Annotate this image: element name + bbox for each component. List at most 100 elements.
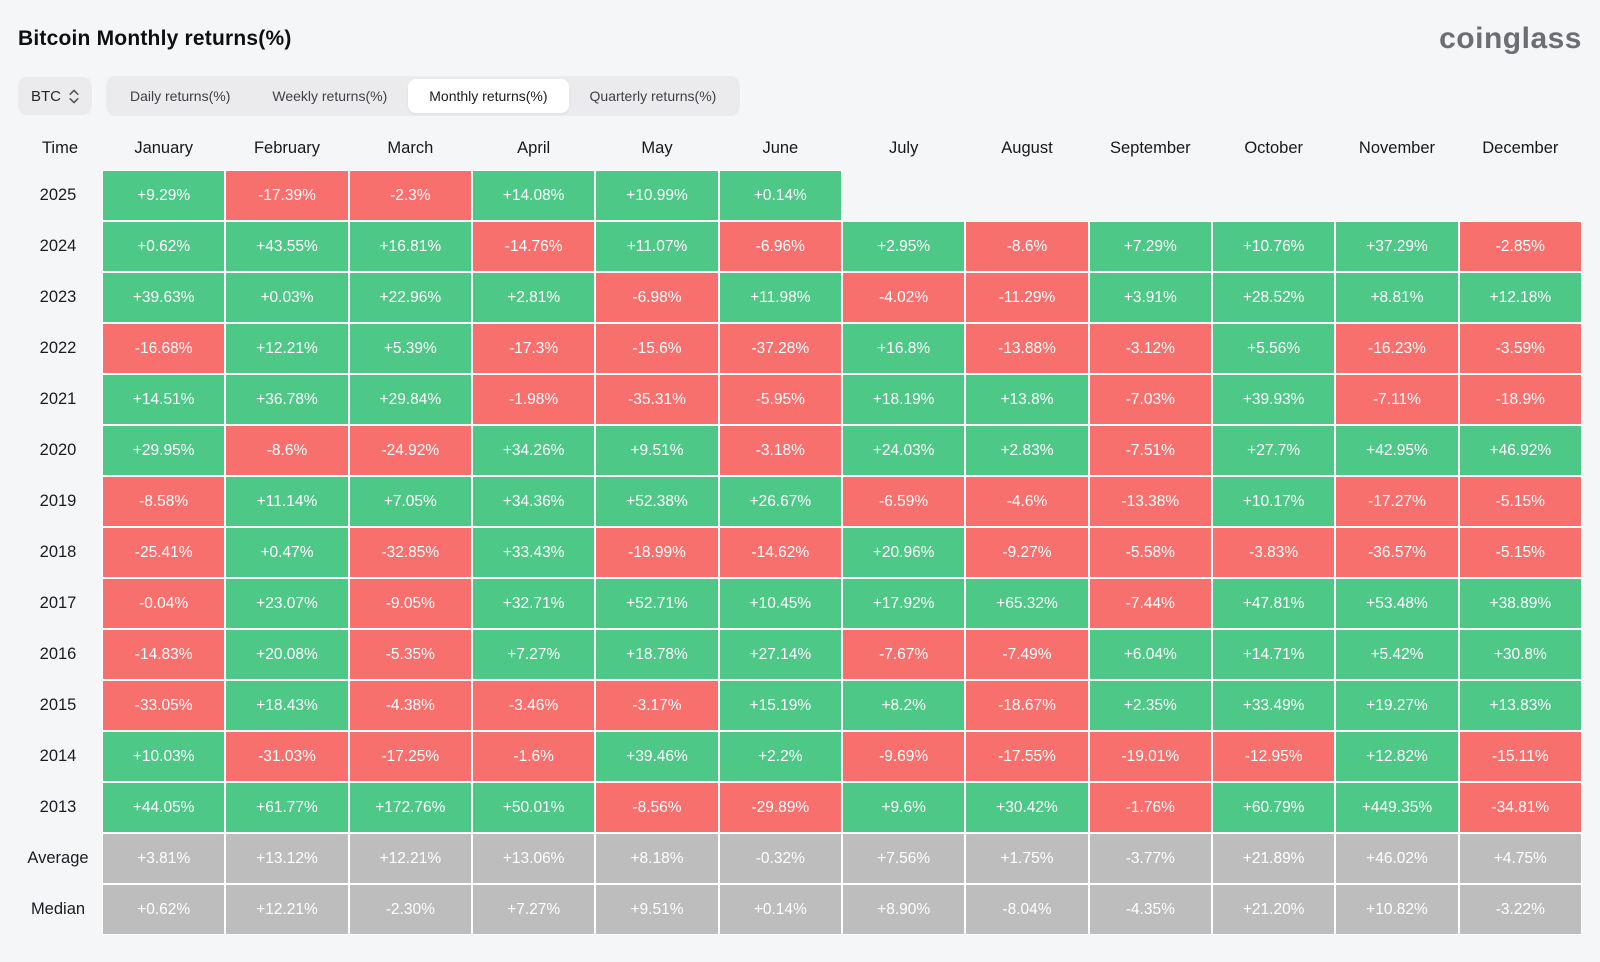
return-cell: -34.81% bbox=[1458, 782, 1582, 833]
table-row-median: Median +0.62% +12.21% -2.30% +7.27% +9.51% +0.… bbox=[18, 884, 1582, 935]
return-cell: +13.12% bbox=[225, 833, 349, 884]
column-header-march: March bbox=[387, 138, 434, 157]
coin-select-value: BTC bbox=[31, 87, 61, 105]
table-row-2018: 2018 -25.41% +0.47% -32.85% +33.43% -18.99% -1… bbox=[18, 527, 1582, 578]
return-cell: +47.81% bbox=[1212, 578, 1336, 629]
page-title: Bitcoin Monthly returns(%) bbox=[18, 27, 292, 50]
return-cell: -18.99% bbox=[595, 527, 719, 578]
column-header-february: February bbox=[253, 138, 320, 157]
tab-daily[interactable]: Daily returns(%) bbox=[109, 79, 251, 113]
tab-weekly[interactable]: Weekly returns(%) bbox=[251, 79, 408, 113]
coin-select[interactable]: BTC bbox=[18, 77, 92, 115]
return-cell: +61.77% bbox=[225, 782, 349, 833]
return-cell: +6.04% bbox=[1088, 629, 1212, 680]
return-cell bbox=[1089, 170, 1212, 221]
column-header-november: November bbox=[1358, 138, 1436, 157]
column-header-may: May bbox=[641, 138, 673, 157]
return-cell: +46.02% bbox=[1335, 833, 1459, 884]
return-cell: -1.98% bbox=[472, 374, 596, 425]
return-cell: -37.28% bbox=[718, 323, 842, 374]
return-cell: +10.76% bbox=[1212, 221, 1336, 272]
return-cell: +46.92% bbox=[1458, 425, 1582, 476]
row-label: 2020 bbox=[39, 441, 77, 459]
return-cell: +7.27% bbox=[472, 629, 596, 680]
return-cell: +29.84% bbox=[348, 374, 472, 425]
return-cell: -3.77% bbox=[1088, 833, 1212, 884]
return-cell: +0.14% bbox=[718, 884, 842, 935]
return-cell: +10.99% bbox=[595, 170, 719, 221]
return-cell: +39.63% bbox=[102, 272, 226, 323]
page: Bitcoin Monthly returns(%) coinglass BTC… bbox=[18, 22, 1582, 935]
return-cell: +12.18% bbox=[1458, 272, 1582, 323]
return-cell: +50.01% bbox=[472, 782, 596, 833]
return-cell: -7.49% bbox=[965, 629, 1089, 680]
row-label: 2015 bbox=[39, 696, 77, 714]
return-cell: +14.51% bbox=[102, 374, 226, 425]
return-cell: -3.22% bbox=[1458, 884, 1582, 935]
column-header-october: October bbox=[1244, 138, 1304, 157]
return-cell: -3.59% bbox=[1458, 323, 1582, 374]
return-cell: +37.29% bbox=[1335, 221, 1459, 272]
return-cell: -3.17% bbox=[595, 680, 719, 731]
row-label: Average bbox=[27, 849, 89, 867]
return-cell: -17.39% bbox=[225, 170, 349, 221]
return-cell: +34.36% bbox=[472, 476, 596, 527]
return-cell: +16.81% bbox=[348, 221, 472, 272]
return-cell: -6.98% bbox=[595, 272, 719, 323]
return-cell: +9.51% bbox=[595, 884, 719, 935]
return-cell: -6.59% bbox=[842, 476, 966, 527]
return-cell: +15.19% bbox=[718, 680, 842, 731]
return-cell: +53.48% bbox=[1335, 578, 1459, 629]
return-cell: +2.81% bbox=[472, 272, 596, 323]
column-header-december: December bbox=[1482, 138, 1559, 157]
return-cell: +7.05% bbox=[348, 476, 472, 527]
topbar: Bitcoin Monthly returns(%) coinglass bbox=[18, 22, 1582, 56]
return-cell: +65.32% bbox=[965, 578, 1089, 629]
return-cell: -18.67% bbox=[965, 680, 1089, 731]
return-cell: -2.85% bbox=[1458, 221, 1582, 272]
return-cell: +11.14% bbox=[225, 476, 349, 527]
return-cell: -4.35% bbox=[1088, 884, 1212, 935]
return-cell: +0.47% bbox=[225, 527, 349, 578]
row-label: 2014 bbox=[39, 747, 77, 765]
return-cell: +0.03% bbox=[225, 272, 349, 323]
column-header-july: July bbox=[888, 138, 919, 157]
return-cell bbox=[842, 170, 965, 221]
return-cell: -32.85% bbox=[348, 527, 472, 578]
return-cell: +32.71% bbox=[472, 578, 596, 629]
return-cell: +5.42% bbox=[1335, 629, 1459, 680]
return-cell: +18.19% bbox=[842, 374, 966, 425]
return-cell: -14.62% bbox=[718, 527, 842, 578]
return-cell: -5.35% bbox=[348, 629, 472, 680]
return-cell: -3.83% bbox=[1212, 527, 1336, 578]
return-cell: -13.88% bbox=[965, 323, 1089, 374]
return-cell: +9.51% bbox=[595, 425, 719, 476]
return-cell: +20.96% bbox=[842, 527, 966, 578]
column-header-september: September bbox=[1109, 138, 1191, 157]
return-cell: +60.79% bbox=[1212, 782, 1336, 833]
return-cell: -8.58% bbox=[102, 476, 226, 527]
row-label: 2023 bbox=[39, 288, 77, 306]
return-cell: -31.03% bbox=[225, 731, 349, 782]
return-cell: +10.45% bbox=[718, 578, 842, 629]
return-cell: +22.96% bbox=[348, 272, 472, 323]
return-cell: +14.71% bbox=[1212, 629, 1336, 680]
return-cell bbox=[965, 170, 1088, 221]
return-cell: -9.05% bbox=[348, 578, 472, 629]
return-cell: +23.07% bbox=[225, 578, 349, 629]
return-cell: +21.20% bbox=[1212, 884, 1336, 935]
column-header-august: August bbox=[1001, 138, 1053, 157]
tab-monthly[interactable]: Monthly returns(%) bbox=[408, 79, 569, 113]
table-row-2014: 2014 +10.03% -31.03% -17.25% -1.6% +39.46% +2.… bbox=[18, 731, 1582, 782]
table-row-2016: 2016 -14.83% +20.08% -5.35% +7.27% +18.78% +27… bbox=[18, 629, 1582, 680]
return-cell: -8.6% bbox=[225, 425, 349, 476]
return-cell bbox=[1335, 170, 1458, 221]
return-cell: -14.83% bbox=[102, 629, 226, 680]
return-cell: -2.3% bbox=[348, 170, 472, 221]
return-cell: +39.46% bbox=[595, 731, 719, 782]
return-cell: +52.38% bbox=[595, 476, 719, 527]
return-cell: +36.78% bbox=[225, 374, 349, 425]
return-cell: +43.55% bbox=[225, 221, 349, 272]
tab-quarterly[interactable]: Quarterly returns(%) bbox=[569, 79, 738, 113]
coinglass-logo[interactable]: coinglass bbox=[1439, 22, 1582, 55]
